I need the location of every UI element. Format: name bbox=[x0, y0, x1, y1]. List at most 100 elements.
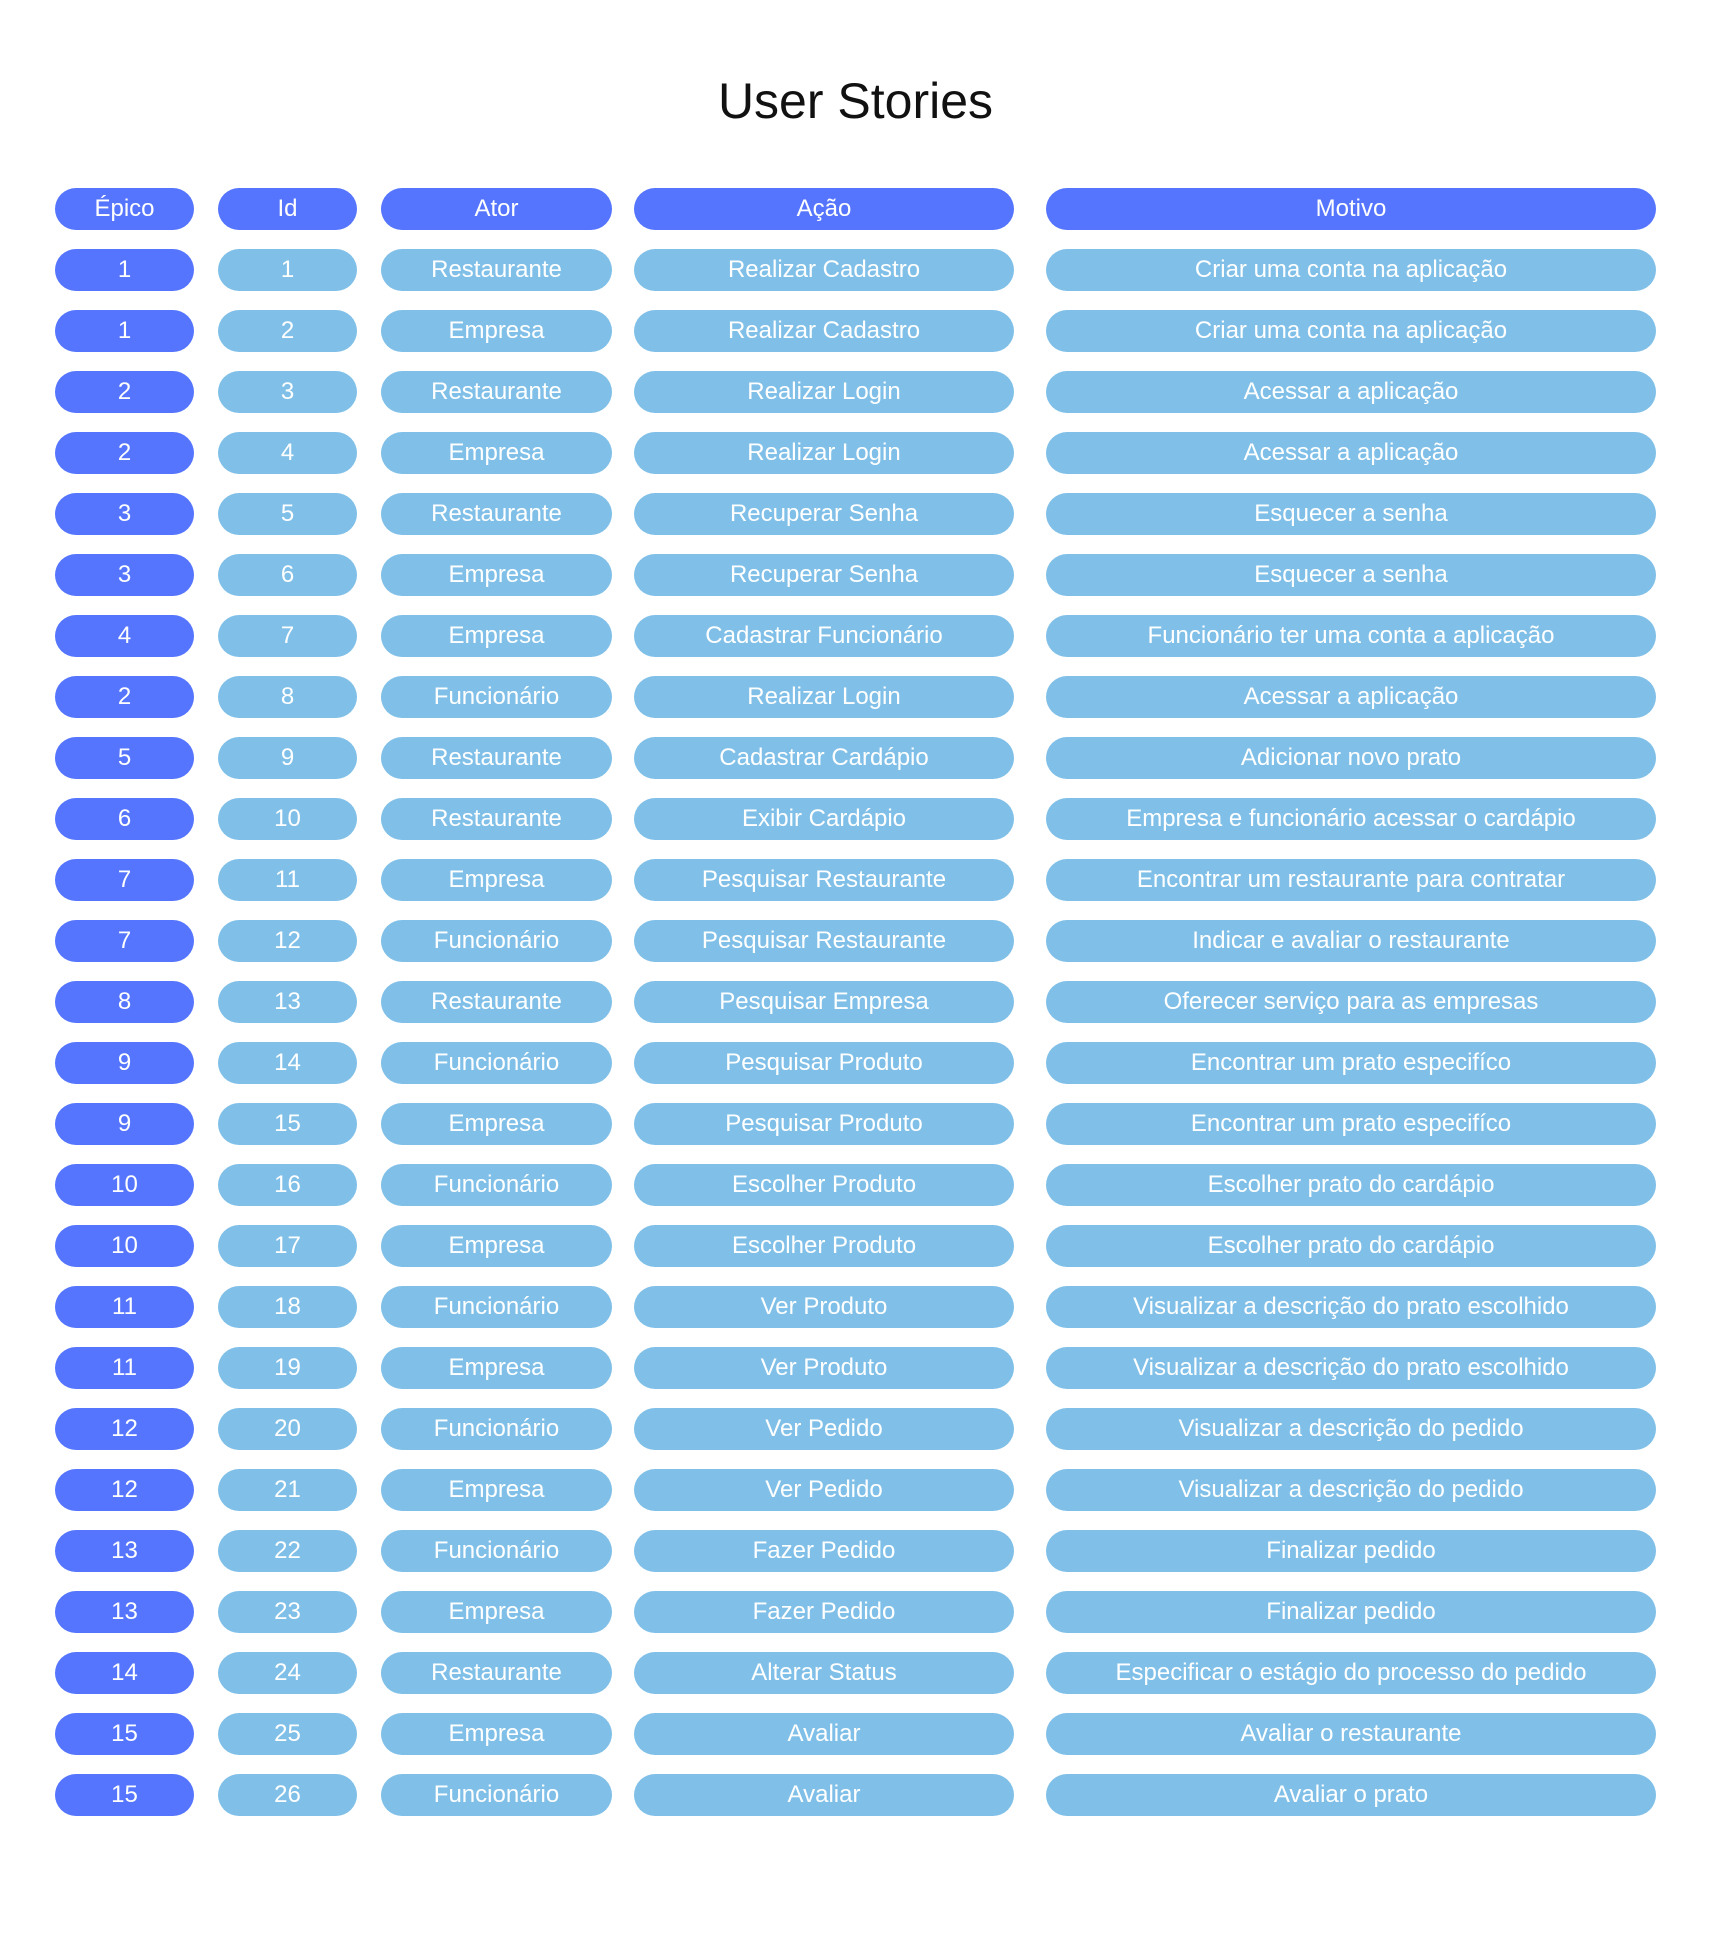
cell-epico: 12 bbox=[55, 1469, 194, 1511]
page-title: User Stories bbox=[717, 73, 994, 129]
cell-id: 7 bbox=[218, 615, 357, 657]
cell-ator: Empresa bbox=[381, 1347, 612, 1389]
cell-motivo: Visualizar a descrição do pedido bbox=[1046, 1469, 1656, 1511]
cell-acao: Escolher Produto bbox=[634, 1164, 1014, 1206]
cell-motivo: Finalizar pedido bbox=[1046, 1591, 1656, 1633]
cell-acao: Ver Pedido bbox=[634, 1469, 1014, 1511]
cell-epico: 8 bbox=[55, 981, 194, 1023]
cell-epico: 15 bbox=[55, 1774, 194, 1816]
cell-epico: 2 bbox=[55, 676, 194, 718]
cell-motivo: Acessar a aplicação bbox=[1046, 432, 1656, 474]
cell-motivo: Avaliar o prato bbox=[1046, 1774, 1656, 1816]
cell-id: 12 bbox=[218, 920, 357, 962]
cell-ator: Funcionário bbox=[381, 1286, 612, 1328]
cell-acao: Cadastrar Funcionário bbox=[634, 615, 1014, 657]
cell-motivo: Escolher prato do cardápio bbox=[1046, 1225, 1656, 1267]
cell-motivo: Funcionário ter uma conta a aplicação bbox=[1046, 615, 1656, 657]
cell-ator: Funcionário bbox=[381, 1774, 612, 1816]
cell-acao: Recuperar Senha bbox=[634, 554, 1014, 596]
cell-acao: Ver Produto bbox=[634, 1286, 1014, 1328]
cell-epico: 12 bbox=[55, 1408, 194, 1450]
cell-epico: 10 bbox=[55, 1164, 194, 1206]
cell-epico: 7 bbox=[55, 920, 194, 962]
cell-motivo: Visualizar a descrição do prato escolhid… bbox=[1046, 1286, 1656, 1328]
cell-ator: Funcionário bbox=[381, 1042, 612, 1084]
cell-acao: Realizar Cadastro bbox=[634, 249, 1014, 291]
cell-ator: Empresa bbox=[381, 1469, 612, 1511]
cell-id: 11 bbox=[218, 859, 357, 901]
cell-acao: Pesquisar Produto bbox=[634, 1042, 1014, 1084]
cell-ator: Empresa bbox=[381, 432, 612, 474]
cell-epico: 9 bbox=[55, 1042, 194, 1084]
cell-motivo: Acessar a aplicação bbox=[1046, 676, 1656, 718]
cell-acao: Exibir Cardápio bbox=[634, 798, 1014, 840]
cell-id: 8 bbox=[218, 676, 357, 718]
cell-id: 24 bbox=[218, 1652, 357, 1694]
cell-id: 9 bbox=[218, 737, 357, 779]
cell-ator: Empresa bbox=[381, 859, 612, 901]
cell-acao: Realizar Login bbox=[634, 432, 1014, 474]
cell-id: 25 bbox=[218, 1713, 357, 1755]
cell-id: 14 bbox=[218, 1042, 357, 1084]
cell-epico: 11 bbox=[55, 1347, 194, 1389]
cell-id: 5 bbox=[218, 493, 357, 535]
cell-ator: Empresa bbox=[381, 1713, 612, 1755]
cell-acao: Realizar Login bbox=[634, 371, 1014, 413]
cell-epico: 1 bbox=[55, 310, 194, 352]
cell-acao: Alterar Status bbox=[634, 1652, 1014, 1694]
cell-epico: 1 bbox=[55, 249, 194, 291]
cell-acao: Escolher Produto bbox=[634, 1225, 1014, 1267]
cell-ator: Empresa bbox=[381, 1591, 612, 1633]
cell-ator: Funcionário bbox=[381, 1164, 612, 1206]
cell-epico: 3 bbox=[55, 554, 194, 596]
header-acao: Ação bbox=[634, 188, 1014, 230]
cell-id: 2 bbox=[218, 310, 357, 352]
cell-epico: 14 bbox=[55, 1652, 194, 1694]
cell-epico: 2 bbox=[55, 432, 194, 474]
cell-motivo: Criar uma conta na aplicação bbox=[1046, 249, 1656, 291]
cell-motivo: Oferecer serviço para as empresas bbox=[1046, 981, 1656, 1023]
cell-acao: Ver Pedido bbox=[634, 1408, 1014, 1450]
cell-ator: Funcionário bbox=[381, 1408, 612, 1450]
cell-ator: Funcionário bbox=[381, 1530, 612, 1572]
cell-id: 26 bbox=[218, 1774, 357, 1816]
cell-id: 23 bbox=[218, 1591, 357, 1633]
cell-ator: Restaurante bbox=[381, 798, 612, 840]
cell-acao: Pesquisar Produto bbox=[634, 1103, 1014, 1145]
cell-epico: 6 bbox=[55, 798, 194, 840]
header-ator: Ator bbox=[381, 188, 612, 230]
cell-ator: Restaurante bbox=[381, 371, 612, 413]
cell-acao: Avaliar bbox=[634, 1713, 1014, 1755]
cell-acao: Pesquisar Empresa bbox=[634, 981, 1014, 1023]
cell-epico: 4 bbox=[55, 615, 194, 657]
cell-motivo: Encontrar um prato especifíco bbox=[1046, 1103, 1656, 1145]
cell-epico: 13 bbox=[55, 1591, 194, 1633]
cell-id: 22 bbox=[218, 1530, 357, 1572]
cell-acao: Avaliar bbox=[634, 1774, 1014, 1816]
header-id: Id bbox=[218, 188, 357, 230]
cell-ator: Empresa bbox=[381, 1225, 612, 1267]
header-epico: Épico bbox=[55, 188, 194, 230]
cell-acao: Fazer Pedido bbox=[634, 1530, 1014, 1572]
cell-id: 3 bbox=[218, 371, 357, 413]
cell-ator: Empresa bbox=[381, 310, 612, 352]
cell-motivo: Adicionar novo prato bbox=[1046, 737, 1656, 779]
cell-id: 13 bbox=[218, 981, 357, 1023]
cell-motivo: Avaliar o restaurante bbox=[1046, 1713, 1656, 1755]
cell-acao: Pesquisar Restaurante bbox=[634, 920, 1014, 962]
cell-motivo: Visualizar a descrição do prato escolhid… bbox=[1046, 1347, 1656, 1389]
cell-epico: 13 bbox=[55, 1530, 194, 1572]
cell-epico: 3 bbox=[55, 493, 194, 535]
cell-epico: 7 bbox=[55, 859, 194, 901]
cell-motivo: Indicar e avaliar o restaurante bbox=[1046, 920, 1656, 962]
cell-acao: Realizar Login bbox=[634, 676, 1014, 718]
cell-acao: Recuperar Senha bbox=[634, 493, 1014, 535]
cell-acao: Cadastrar Cardápio bbox=[634, 737, 1014, 779]
cell-ator: Restaurante bbox=[381, 737, 612, 779]
cell-motivo: Esquecer a senha bbox=[1046, 554, 1656, 596]
header-motivo: Motivo bbox=[1046, 188, 1656, 230]
cell-id: 16 bbox=[218, 1164, 357, 1206]
cell-ator: Empresa bbox=[381, 554, 612, 596]
cell-motivo: Especificar o estágio do processo do ped… bbox=[1046, 1652, 1656, 1694]
cell-id: 18 bbox=[218, 1286, 357, 1328]
